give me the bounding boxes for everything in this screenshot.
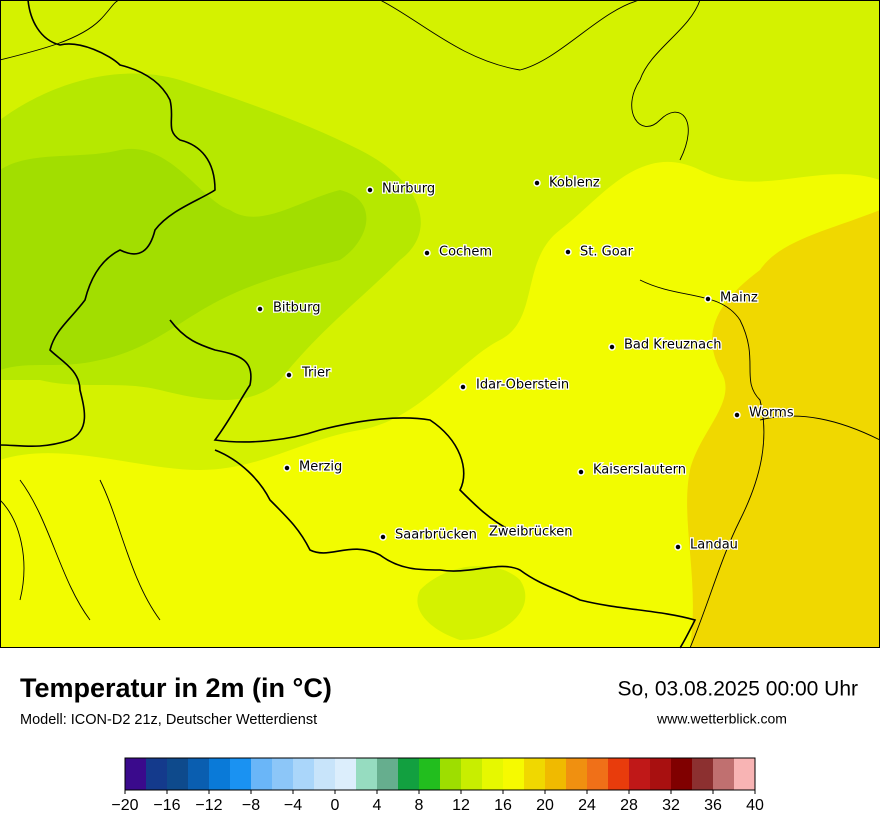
colorbar-bin <box>167 758 189 790</box>
colorbar-bin <box>440 758 462 790</box>
colorbar-bin <box>293 758 315 790</box>
city-label: Mainz <box>720 291 758 306</box>
city-dot <box>733 411 741 419</box>
colorbar-tick-label: 28 <box>620 797 638 814</box>
colorbar-bin <box>209 758 231 790</box>
colorbar-bin <box>713 758 735 790</box>
colorbar-tick-label: 20 <box>536 797 554 814</box>
colorbar-tick-label: 0 <box>331 797 340 814</box>
colorbar-bin <box>335 758 357 790</box>
colorbar-bin <box>461 758 483 790</box>
colorbar-tick-label: 32 <box>662 797 680 814</box>
city-label: Saarbrücken <box>395 528 477 543</box>
city-dot <box>366 186 374 194</box>
city-dot <box>577 468 585 476</box>
colorbar-frame <box>124 757 756 791</box>
colorbar-bin <box>188 758 210 790</box>
city-dot <box>564 248 572 256</box>
city-dot <box>285 371 293 379</box>
border-line <box>169 319 511 531</box>
colorbar-bin <box>419 758 441 790</box>
colorbar: −20 −16 −12 −8 −4 0 4 8 12 16 20 24 28 32 36 40 <box>111 757 764 814</box>
colorbar-bin <box>251 758 273 790</box>
city-label: St. Goar <box>580 245 634 260</box>
city-dot <box>674 543 682 551</box>
colorbar-bin <box>146 758 168 790</box>
colorbar-tick-label: −8 <box>242 797 260 814</box>
city-label: Merzig <box>299 460 342 475</box>
city-dot <box>283 464 291 472</box>
colorbar-bin <box>125 758 147 790</box>
city-label: Kaiserslautern <box>593 463 686 478</box>
colorbar-tick-label: 4 <box>373 797 382 814</box>
colorbar-bin <box>608 758 630 790</box>
colorbar-tick-label: −20 <box>111 797 138 814</box>
colorbar-tick-label: 24 <box>578 797 596 814</box>
colorbar-bin <box>356 758 378 790</box>
colorbar-tick-label: 36 <box>704 797 722 814</box>
city-dot <box>608 343 616 351</box>
city-label: Zweibrücken <box>489 525 572 540</box>
colorbar-bin <box>692 758 714 790</box>
city-label: Koblenz <box>549 176 600 191</box>
colorbar-bin <box>314 758 336 790</box>
colorbar-bin <box>566 758 588 790</box>
border-line <box>0 0 216 448</box>
colorbar-bin <box>671 758 693 790</box>
website: www.wetterblick.com <box>656 711 787 727</box>
colorbar-bin <box>482 758 504 790</box>
city-dot <box>704 295 712 303</box>
city-dot <box>423 249 431 257</box>
city-dot <box>533 179 541 187</box>
colorbar-bin <box>398 758 420 790</box>
city-dot <box>256 305 264 313</box>
city-dot <box>459 383 467 391</box>
colorbar-tick-label: 12 <box>452 797 470 814</box>
city-markers: Nürburg Koblenz Cochem St. Goar Mainz Bi… <box>256 174 795 554</box>
city-dot <box>379 533 387 541</box>
colorbar-tick-label: −16 <box>153 797 180 814</box>
colorbar-tick-label: 16 <box>494 797 512 814</box>
city-label: Bitburg <box>273 301 321 316</box>
colorbar-bin <box>524 758 546 790</box>
title: Temperatur in 2m (in °C) <box>20 673 332 703</box>
colorbar-bin <box>230 758 252 790</box>
colorbar-bin <box>734 758 756 790</box>
city-label: Worms <box>749 406 794 421</box>
city-label: Nürburg <box>382 182 435 197</box>
city-label: Cochem <box>439 245 492 260</box>
colorbar-bin <box>272 758 294 790</box>
city-label: Landau <box>690 538 738 553</box>
cool-green-area <box>0 148 367 370</box>
city-label: Bad Kreuznach <box>624 338 722 353</box>
date: So, 03.08.2025 00:00 Uhr <box>617 678 858 701</box>
warm-orange-area <box>687 210 880 648</box>
colorbar-bin <box>545 758 567 790</box>
map: Nürburg Koblenz Cochem St. Goar Mainz Bi… <box>0 0 880 649</box>
green-patch <box>417 566 526 640</box>
border-line <box>214 449 697 649</box>
city-label: Idar-Oberstein <box>476 378 569 393</box>
colorbar-bin <box>377 758 399 790</box>
colorbar-bin <box>503 758 525 790</box>
city-label: Trier <box>301 366 331 381</box>
colorbar-bin <box>587 758 609 790</box>
boundary-line <box>0 0 880 649</box>
colorbar-tick-label: −4 <box>284 797 302 814</box>
colorbar-bin <box>650 758 672 790</box>
colorbar-tick-label: −12 <box>195 797 222 814</box>
subtitle: Modell: ICON-D2 21z, Deutscher Wetterdie… <box>20 712 317 728</box>
colorbar-tick-label: 8 <box>415 797 424 814</box>
colorbar-bin <box>629 758 651 790</box>
colorbar-tick-label: 40 <box>746 797 764 814</box>
